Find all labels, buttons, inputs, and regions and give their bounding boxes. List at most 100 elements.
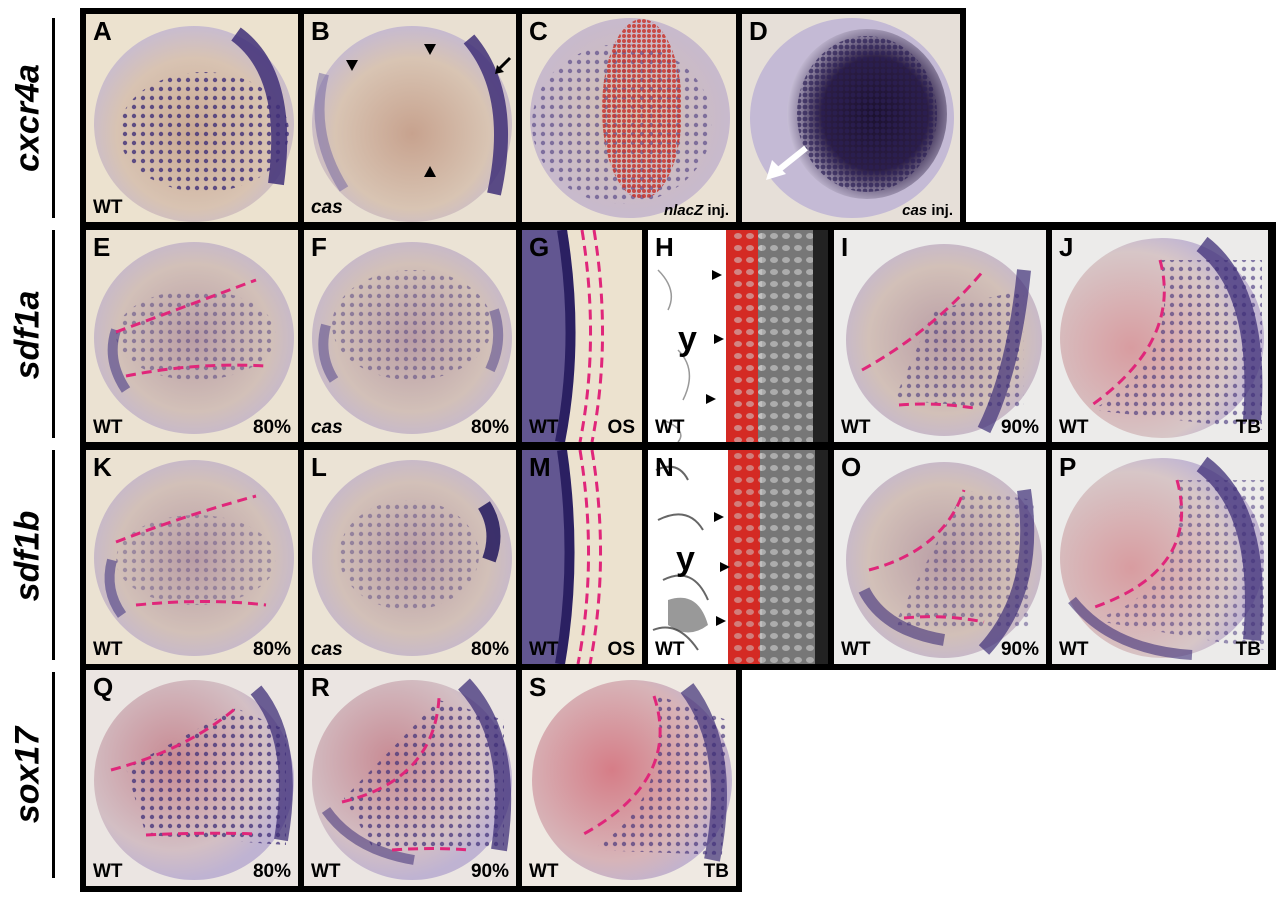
panel-letter: F xyxy=(311,232,327,262)
stage-label: TB xyxy=(703,861,729,882)
condition-label: WT xyxy=(529,639,559,660)
panel-p: P WT TB xyxy=(1052,450,1268,664)
row-rule-sdf1b xyxy=(52,450,55,660)
stage-label: TB xyxy=(1235,417,1261,438)
embryo-image-e xyxy=(86,230,298,442)
row-rule-cxcr4a xyxy=(52,18,55,218)
arrowhead-1 xyxy=(714,512,724,522)
embryo-image-l xyxy=(304,450,516,664)
condition-label: WT xyxy=(529,861,559,882)
embryo-image-k xyxy=(86,450,298,664)
panel-i: I WT 90% xyxy=(834,230,1046,442)
injection-label: nlacZ inj. xyxy=(664,202,729,219)
stage-label: 90% xyxy=(1000,417,1039,438)
embryo-image-o xyxy=(834,450,1046,664)
panel-d: D cas inj. xyxy=(742,14,960,222)
panel-k: K WT 80% xyxy=(86,450,298,664)
stage-label: 80% xyxy=(252,639,291,660)
confocal-section-n xyxy=(648,450,828,664)
arrowhead-1 xyxy=(346,60,358,71)
panel-letter: R xyxy=(311,672,330,702)
panel-letter: O xyxy=(841,452,862,482)
panel-letter: G xyxy=(529,232,550,262)
stage-label: OS xyxy=(607,417,635,438)
panel-s: S WT TB xyxy=(522,670,736,886)
panel-letter: S xyxy=(529,672,547,702)
injection-gene: nlacZ xyxy=(663,202,704,219)
embryo-image-q xyxy=(86,670,298,886)
panel-g: G WT OS xyxy=(522,230,642,442)
panel-letter: K xyxy=(93,452,112,482)
arrowhead-3 xyxy=(706,394,716,404)
row-label-sdf1b: sdf1b xyxy=(8,510,47,602)
arrowhead-1 xyxy=(712,270,722,280)
arrowhead-2 xyxy=(424,44,436,55)
injection-suffix: inj. xyxy=(927,202,953,219)
condition-label: WT xyxy=(655,417,685,438)
embryo-image-f xyxy=(304,230,516,442)
embryo-image-r xyxy=(304,670,516,886)
condition-label: WT xyxy=(1059,639,1089,660)
panel-c: C nlacZ inj. xyxy=(522,14,736,222)
yolk-label: y xyxy=(678,320,697,358)
stage-label: 80% xyxy=(470,639,509,660)
panel-b: B cas xyxy=(304,14,516,222)
embryo-image-j xyxy=(1052,230,1268,442)
condition-label: WT xyxy=(93,197,123,218)
embryo-image-p xyxy=(1052,450,1268,664)
embryo-image-c xyxy=(522,14,736,222)
stage-label: 90% xyxy=(470,861,509,882)
stage-label: 90% xyxy=(1000,639,1039,660)
stage-label: TB xyxy=(1235,639,1261,660)
condition-label: WT xyxy=(93,861,123,882)
panel-h: y H WT xyxy=(648,230,828,442)
arrowhead-2 xyxy=(720,562,730,572)
condition-label: WT xyxy=(841,639,871,660)
condition-label: WT xyxy=(1059,417,1089,438)
panel-letter: L xyxy=(311,452,327,482)
panel-letter: P xyxy=(1059,452,1077,482)
panel-letter: B xyxy=(311,16,330,46)
panel-letter: Q xyxy=(93,672,114,702)
panel-n: y N WT xyxy=(648,450,828,664)
panel-j: J WT TB xyxy=(1052,230,1268,442)
panel-l: L cas 80% xyxy=(304,450,516,664)
condition-label: cas xyxy=(311,639,343,660)
panel-letter: H xyxy=(655,232,674,262)
panel-m: M WT OS xyxy=(522,450,642,664)
embryo-section-g xyxy=(522,230,642,442)
embryo-image-d xyxy=(742,14,960,222)
white-arrow-icon xyxy=(766,145,808,180)
arrowhead-2 xyxy=(714,334,724,344)
condition-label: WT xyxy=(529,417,559,438)
panel-a: A WT xyxy=(86,14,298,222)
row-rule-sdf1a xyxy=(52,230,55,438)
condition-label: WT xyxy=(841,417,871,438)
row-label-cxcr4a: cxcr4a xyxy=(8,64,47,172)
condition-label: cas xyxy=(311,417,343,438)
stage-label: 80% xyxy=(252,861,291,882)
panel-letter: E xyxy=(93,232,111,262)
injection-label: cas inj. xyxy=(902,202,953,219)
embryo-image-s xyxy=(522,670,736,886)
stage-label: 80% xyxy=(470,417,509,438)
panel-r: R WT 90% xyxy=(304,670,516,886)
panel-e: E WT 80% xyxy=(86,230,298,442)
arrow-icon xyxy=(495,56,512,74)
condition-label: WT xyxy=(93,417,123,438)
stage-label: 80% xyxy=(252,417,291,438)
panel-letter: A xyxy=(93,16,112,46)
embryo-image-b xyxy=(304,14,516,222)
panel-letter: I xyxy=(841,232,849,262)
panel-o: O WT 90% xyxy=(834,450,1046,664)
row-label-sdf1a: sdf1a xyxy=(8,290,47,380)
injection-suffix: inj. xyxy=(703,202,729,219)
panel-f: F cas 80% xyxy=(304,230,516,442)
panel-letter: C xyxy=(529,16,548,46)
panel-q: Q WT 80% xyxy=(86,670,298,886)
embryo-image-i xyxy=(834,230,1046,442)
row-rule-sox17 xyxy=(52,672,55,878)
arrowhead-3 xyxy=(424,166,436,177)
condition-label: cas xyxy=(311,197,343,218)
panel-letter: N xyxy=(655,452,674,482)
